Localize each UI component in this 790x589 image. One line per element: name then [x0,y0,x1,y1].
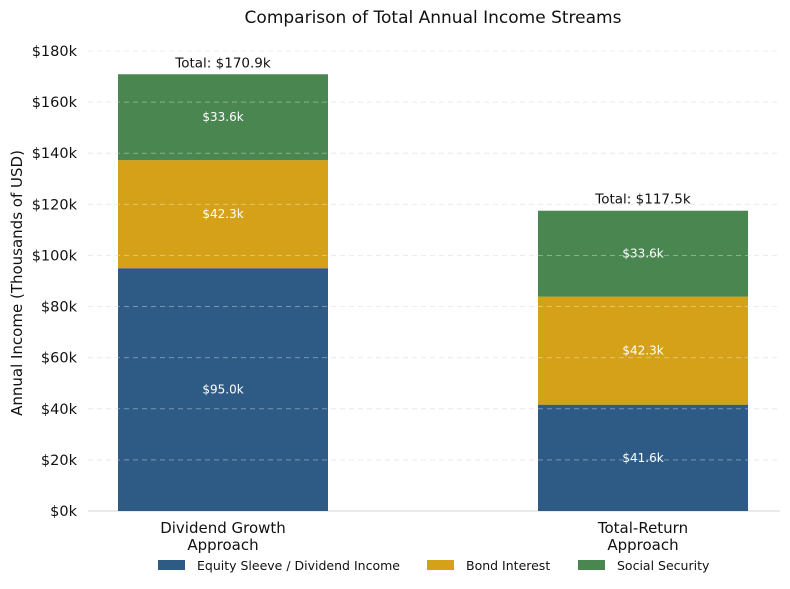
segment-value-label: $41.6k [622,451,663,465]
bar-segment [118,74,328,161]
y-tick-label: $120k [32,197,78,213]
chart-title: Comparison of Total Annual Income Stream… [245,8,622,28]
y-tick-label: $60k [41,351,78,367]
segment-value-label: $42.3k [202,207,243,221]
legend: Equity Sleeve / Dividend Income Bond Inte… [158,558,710,573]
y-tick-label: $160k [32,95,78,111]
legend-swatch [427,560,454,570]
legend-swatch [158,560,185,570]
x-category-label: Dividend Growth [160,519,286,537]
y-tick-label: $140k [32,146,78,162]
x-axis-categories: Dividend GrowthApproachTotal-ReturnAppro… [160,519,688,554]
segment-value-label: $95.0k [202,383,243,397]
y-tick-label: $0k [50,504,77,520]
total-label: Total: $117.5k [594,192,691,208]
bar-segment [538,404,748,511]
legend-entry: Bond Interest [466,558,550,573]
x-category-label: Approach [187,536,258,554]
bar-labels: $95.0k $42.3k $33.6k Total: $170.9k $41.6k $4… [174,55,691,465]
x-category-label: Total-Return [597,519,688,537]
y-axis-ticks: $0k $20k $40k $60k $80k $100k $120k $140k $160k $… [32,44,78,520]
segment-value-label: $42.3k [622,344,663,358]
legend-entry: Social Security [617,558,710,573]
y-tick-label: $100k [32,248,78,264]
bar-segment [118,160,328,269]
total-label: Total: $170.9k [174,55,271,71]
y-tick-label: $20k [41,453,78,469]
bar-segment [538,296,748,405]
y-tick-label: $40k [41,402,78,418]
legend-entry: Equity Sleeve / Dividend Income [197,558,400,573]
gridlines-overlay [88,50,780,461]
legend-swatch [578,560,605,570]
y-axis-label: Annual Income (Thousands of USD) [8,150,26,416]
x-category-label: Approach [607,536,678,554]
y-tick-label: $80k [41,300,78,316]
bars [118,74,748,511]
y-tick-label: $180k [32,44,78,60]
bar-segment [118,268,328,511]
bar-segment [538,210,748,297]
segment-value-label: $33.6k [202,110,243,124]
segment-value-label: $33.6k [622,247,663,261]
